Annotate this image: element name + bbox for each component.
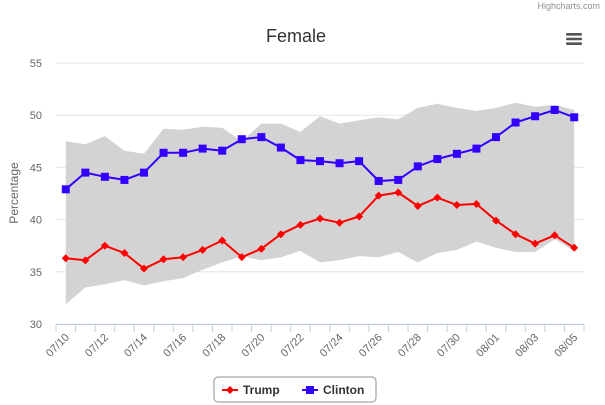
x-tick-label: 08/03: [513, 332, 541, 360]
series-layer: [61, 105, 579, 273]
clinton-point[interactable]: [570, 113, 579, 122]
legend-trump-marker: [226, 386, 234, 394]
trump-point[interactable]: [100, 241, 109, 250]
x-tick-label: 07/10: [44, 332, 72, 360]
y-tick-label: 50: [30, 110, 42, 122]
trump-point[interactable]: [433, 193, 442, 202]
y-tick-label: 40: [30, 215, 42, 227]
clinton-point[interactable]: [296, 156, 305, 165]
clinton-point[interactable]: [492, 133, 500, 142]
clinton-point[interactable]: [198, 144, 207, 153]
x-tick-label: 08/05: [552, 332, 580, 360]
trump-point[interactable]: [511, 230, 520, 239]
y-axis-label: Percentage: [7, 162, 21, 224]
clinton-point[interactable]: [452, 149, 461, 158]
clinton-point[interactable]: [531, 112, 540, 121]
trump-point[interactable]: [296, 220, 305, 229]
clinton-point[interactable]: [433, 155, 442, 164]
x-tick-label: 07/16: [161, 332, 189, 360]
clinton-point[interactable]: [120, 175, 129, 184]
x-tick-label: 07/28: [396, 332, 424, 360]
trump-point[interactable]: [492, 216, 500, 225]
y-tick-label: 35: [30, 267, 42, 279]
trump-point[interactable]: [355, 212, 364, 221]
legend: Trump Clinton: [213, 376, 377, 403]
hamburger-menu-icon[interactable]: [566, 31, 582, 47]
legend-item-clinton[interactable]: Clinton: [302, 383, 364, 397]
clinton-point[interactable]: [550, 105, 559, 114]
x-tick-label: 07/20: [240, 332, 268, 360]
x-tick-label: 07/14: [122, 332, 150, 360]
clinton-point[interactable]: [413, 162, 422, 171]
trump-point[interactable]: [237, 253, 246, 262]
axes: 07/10 07/12 07/14 07/16 07/18 07/20 07/22 07/24…: [44, 324, 585, 360]
clinton-point[interactable]: [355, 157, 364, 166]
clinton-point[interactable]: [179, 148, 188, 157]
credits-link[interactable]: Highcharts.com: [537, 1, 600, 11]
trump-point[interactable]: [140, 264, 148, 273]
clinton-point[interactable]: [276, 143, 285, 152]
x-tick-label: 08/01: [474, 332, 502, 360]
range-band-area: [65, 102, 575, 305]
trump-point[interactable]: [81, 256, 90, 265]
clinton-point[interactable]: [316, 157, 324, 166]
trump-point[interactable]: [531, 239, 540, 248]
x-tick-label: 07/22: [279, 332, 307, 360]
x-tick-label: 07/26: [357, 332, 385, 360]
x-tick-label: 07/18: [200, 332, 228, 360]
trump-point[interactable]: [276, 230, 285, 239]
legend-label-trump: Trump: [243, 383, 280, 397]
clinton-point[interactable]: [237, 135, 246, 144]
trump-point[interactable]: [413, 202, 422, 211]
trump-point[interactable]: [316, 214, 324, 223]
clinton-point[interactable]: [335, 159, 344, 168]
legend-label-clinton: Clinton: [323, 383, 364, 397]
trump-point[interactable]: [61, 254, 70, 263]
clinton-point[interactable]: [140, 168, 148, 177]
y-tick-label: 30: [30, 319, 42, 331]
trump-point[interactable]: [452, 200, 461, 209]
trump-point[interactable]: [120, 249, 129, 258]
x-tick-label: 07/24: [318, 332, 346, 360]
clinton-point[interactable]: [159, 148, 168, 157]
trump-point[interactable]: [570, 243, 579, 252]
y-tick-label: 55: [30, 58, 42, 70]
trump-point[interactable]: [550, 231, 559, 240]
clinton-point[interactable]: [511, 118, 520, 127]
legend-clinton-marker: [306, 386, 314, 394]
trump-point[interactable]: [159, 255, 168, 264]
trump-point[interactable]: [257, 244, 266, 253]
clinton-point[interactable]: [81, 168, 90, 177]
clinton-point[interactable]: [257, 133, 266, 142]
clinton-point[interactable]: [218, 146, 227, 155]
clinton-point[interactable]: [61, 185, 70, 194]
trump-point[interactable]: [179, 253, 188, 262]
clinton-point[interactable]: [100, 172, 109, 181]
y-tick-label: 45: [30, 162, 42, 174]
trump-point[interactable]: [218, 236, 227, 245]
trump-point[interactable]: [374, 191, 383, 200]
clinton-point[interactable]: [394, 175, 403, 184]
trump-point[interactable]: [198, 245, 207, 254]
trump-point[interactable]: [472, 199, 481, 208]
trump-point[interactable]: [394, 188, 403, 197]
x-tick-label: 07/12: [83, 332, 111, 360]
range-band: [65, 102, 575, 305]
clinton-point[interactable]: [374, 176, 383, 185]
clinton-point[interactable]: [472, 144, 481, 153]
chart-title: Female: [266, 26, 326, 46]
trump-point[interactable]: [335, 218, 344, 227]
legend-item-trump[interactable]: Trump: [222, 383, 280, 397]
x-tick-label: 07/30: [435, 332, 463, 360]
